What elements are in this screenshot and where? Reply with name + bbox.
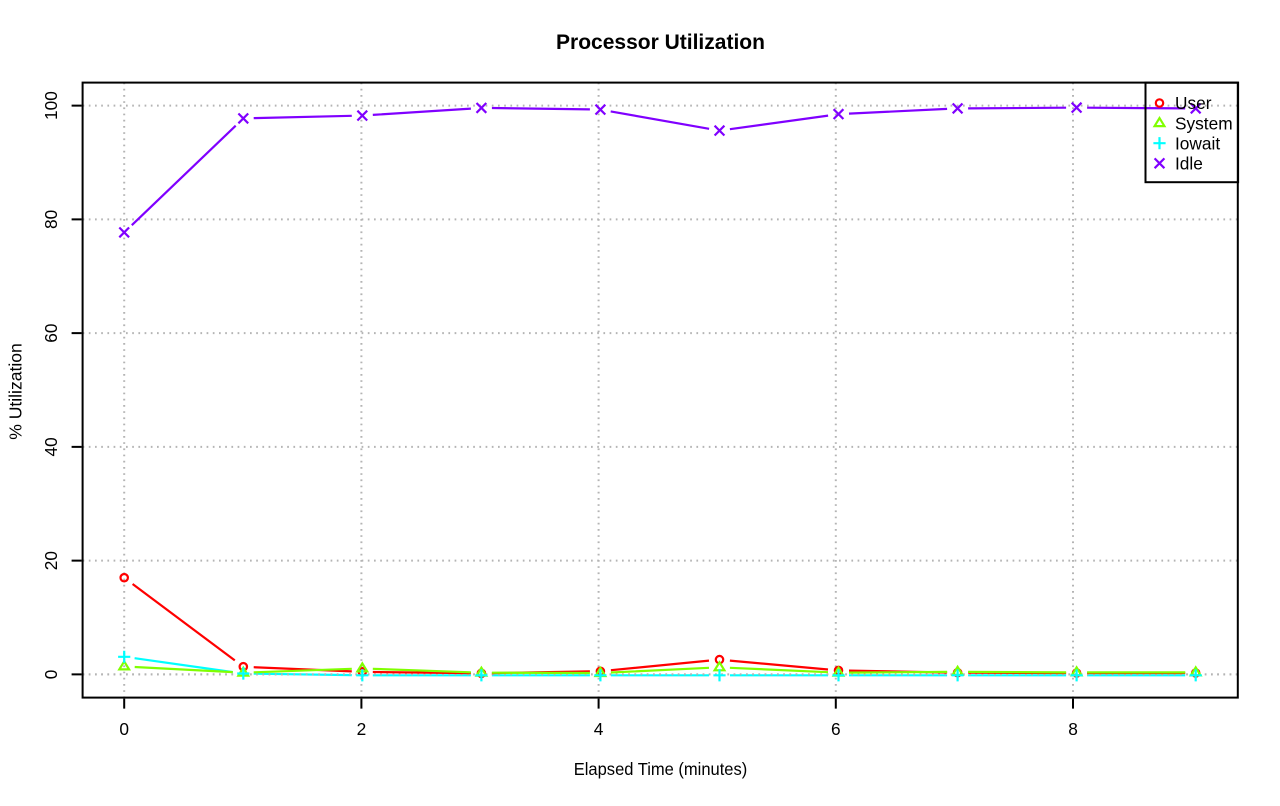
svg-text:System: System — [1175, 113, 1233, 133]
svg-text:0: 0 — [41, 670, 61, 680]
svg-text:Elapsed Time (minutes): Elapsed Time (minutes) — [574, 759, 748, 779]
svg-text:Processor Utilization: Processor Utilization — [556, 31, 765, 54]
svg-text:0: 0 — [119, 719, 129, 739]
svg-text:6: 6 — [831, 719, 841, 739]
svg-text:User: User — [1175, 93, 1212, 113]
svg-text:% Utilization: % Utilization — [6, 343, 26, 440]
svg-text:100: 100 — [41, 91, 61, 120]
svg-text:60: 60 — [41, 323, 61, 342]
svg-text:Iowait: Iowait — [1175, 133, 1220, 153]
svg-text:20: 20 — [41, 551, 61, 570]
svg-text:Idle: Idle — [1175, 154, 1203, 174]
svg-text:8: 8 — [1068, 719, 1078, 739]
svg-text:80: 80 — [41, 210, 61, 229]
svg-text:2: 2 — [357, 719, 367, 739]
svg-text:40: 40 — [41, 437, 61, 456]
svg-text:4: 4 — [594, 719, 604, 739]
